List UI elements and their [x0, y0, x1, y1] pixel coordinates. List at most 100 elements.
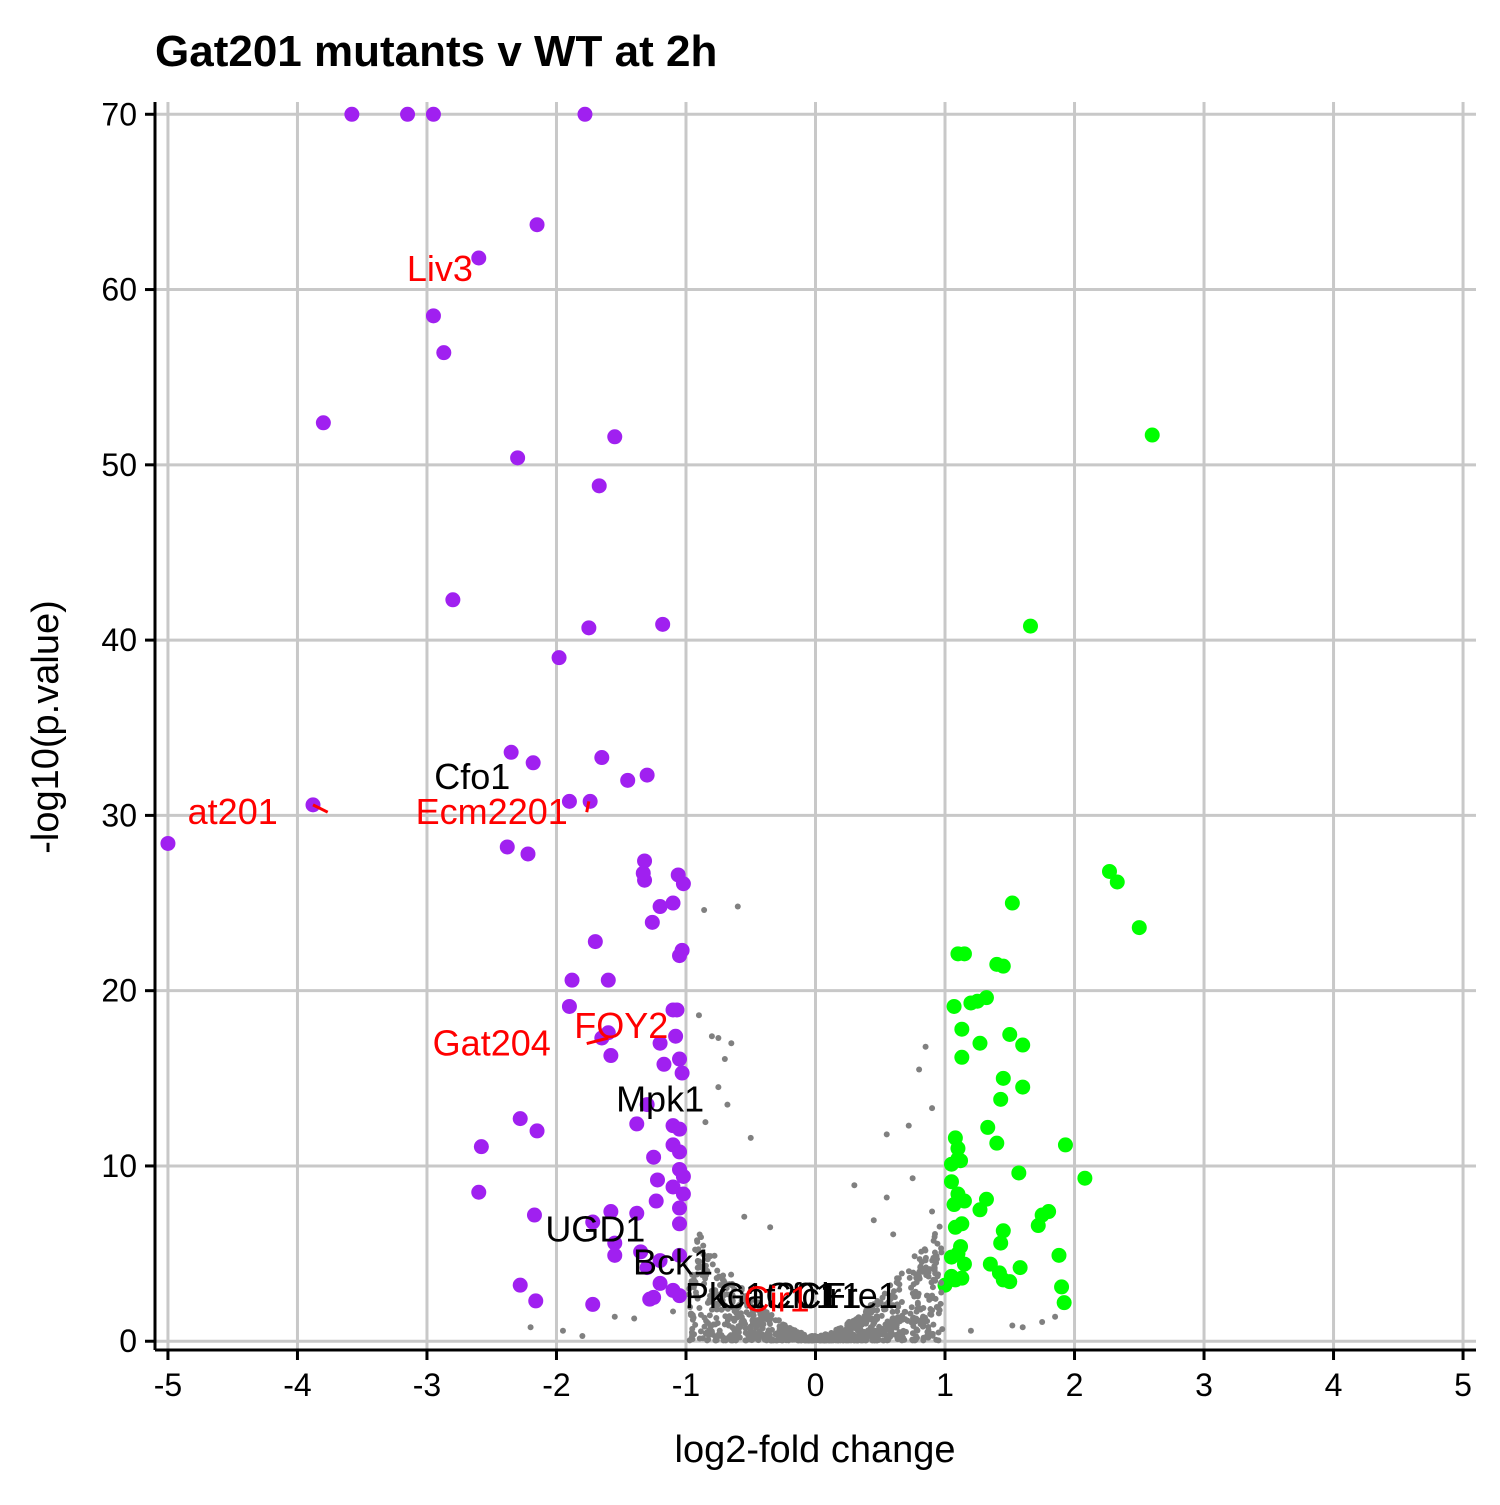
point-not-significant: [834, 1334, 841, 1341]
point-not-significant: [912, 1336, 919, 1343]
point-not-significant: [887, 1296, 894, 1303]
point-not-significant: [696, 1335, 703, 1342]
point-down: [637, 853, 653, 869]
point-down: [436, 345, 452, 361]
point-down: [639, 767, 655, 783]
point-up: [963, 995, 979, 1011]
point-down: [672, 1216, 688, 1232]
point-not-significant: [708, 1033, 715, 1040]
point-not-significant: [931, 1249, 938, 1256]
chart-title: Gat201 mutants v WT at 2h: [155, 27, 717, 76]
point-up: [1077, 1170, 1093, 1186]
point-not-significant: [869, 1328, 876, 1335]
point-down: [672, 1051, 688, 1067]
point-not-significant: [914, 1299, 921, 1306]
point-not-significant: [922, 1317, 929, 1324]
point-not-significant: [880, 1337, 887, 1344]
point-not-significant: [708, 1306, 715, 1313]
point-not-significant: [711, 1252, 718, 1259]
point-not-significant: [917, 1264, 924, 1271]
point-down: [652, 899, 668, 915]
point-not-significant: [896, 1329, 903, 1336]
point-down: [603, 1048, 619, 1064]
point-not-significant: [889, 1308, 896, 1315]
point-not-significant: [729, 1297, 736, 1304]
point-not-significant: [806, 1336, 813, 1343]
point-not-significant: [914, 1293, 921, 1300]
point-down: [674, 1065, 690, 1081]
point-not-significant: [1039, 1318, 1046, 1325]
point-not-significant: [719, 1297, 726, 1304]
point-not-significant: [870, 1307, 877, 1314]
point-not-significant: [1052, 1313, 1059, 1320]
point-not-significant: [911, 1253, 918, 1260]
point-not-significant: [723, 1285, 730, 1292]
point-not-significant: [704, 1299, 711, 1306]
point-up: [989, 1135, 1005, 1151]
point-down: [445, 592, 461, 608]
point-up: [1004, 895, 1020, 911]
point-not-significant: [701, 907, 708, 914]
x-tick-label: 5: [1454, 1367, 1472, 1403]
point-not-significant: [925, 1273, 932, 1280]
point-not-significant: [700, 1242, 707, 1249]
point-down: [603, 1204, 619, 1220]
point-not-significant: [712, 1337, 719, 1344]
point-down: [675, 1168, 691, 1184]
point-down: [471, 1184, 487, 1200]
point-up: [950, 1140, 966, 1156]
point-up: [943, 1249, 959, 1265]
point-not-significant: [874, 1297, 881, 1304]
gene-label: FOY2: [574, 1005, 668, 1046]
point-not-significant: [923, 1265, 930, 1272]
point-not-significant: [921, 1246, 928, 1253]
point-not-significant: [737, 1310, 744, 1317]
point-not-significant: [795, 1335, 802, 1342]
point-not-significant: [759, 1331, 766, 1338]
point-up: [972, 1035, 988, 1051]
point-down: [585, 1214, 601, 1230]
point-not-significant: [705, 1253, 712, 1260]
point-down: [529, 1123, 545, 1139]
label-leader-line: [312, 803, 329, 814]
point-down: [528, 1293, 544, 1309]
point-not-significant: [894, 1308, 901, 1315]
point-down: [425, 308, 441, 324]
point-not-significant: [929, 1292, 936, 1299]
x-tick-label: -1: [672, 1367, 700, 1403]
point-not-significant: [922, 1043, 929, 1050]
point-down: [629, 1116, 645, 1132]
point-not-significant: [927, 1311, 934, 1318]
gene-label: at201: [188, 791, 278, 832]
point-not-significant: [1019, 1324, 1026, 1331]
point-not-significant: [851, 1337, 858, 1344]
point-not-significant: [758, 1309, 765, 1316]
point-not-significant: [909, 1175, 916, 1182]
point-not-significant: [724, 1317, 731, 1324]
point-up: [995, 1070, 1011, 1086]
point-not-significant: [719, 1274, 726, 1281]
point-not-significant: [878, 1312, 885, 1319]
point-down: [499, 839, 515, 855]
point-not-significant: [935, 1337, 942, 1344]
label-leader-line: [585, 801, 591, 813]
point-not-significant: [851, 1182, 858, 1189]
point-down: [644, 914, 660, 930]
point-down: [564, 972, 580, 988]
point-not-significant: [920, 1334, 927, 1341]
point-not-significant: [926, 1296, 933, 1303]
point-not-significant: [728, 1040, 735, 1047]
y-tick-label: 30: [101, 797, 137, 833]
point-not-significant: [697, 1311, 704, 1318]
point-not-significant: [856, 1327, 863, 1334]
point-not-significant: [733, 1314, 740, 1321]
point-not-significant: [763, 1334, 770, 1341]
point-not-significant: [686, 1337, 693, 1344]
point-not-significant: [687, 1303, 694, 1310]
point-not-significant: [933, 1256, 940, 1263]
point-not-significant: [883, 1194, 890, 1201]
point-not-significant: [757, 1304, 764, 1311]
point-not-significant: [706, 1312, 713, 1319]
